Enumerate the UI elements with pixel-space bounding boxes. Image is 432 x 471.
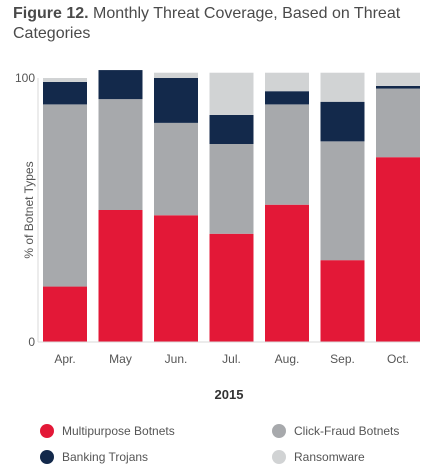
x-tick-label: Sep. [330, 352, 355, 366]
bar-segment [98, 99, 143, 210]
bar-segment [209, 114, 254, 144]
bar-segment [209, 72, 254, 115]
bar-segment [209, 233, 254, 342]
legend-swatch-banking-trojans [40, 450, 54, 464]
bar-segment [376, 157, 420, 342]
bar-segment [154, 122, 198, 216]
bar-segment [98, 70, 143, 100]
bar-segment [265, 91, 309, 105]
bar-segment [376, 85, 420, 89]
bar-segment [320, 101, 365, 142]
bar-segment [376, 88, 420, 158]
x-tick-label: Jul. [222, 352, 241, 366]
legend-swatch-click-fraud [272, 424, 286, 438]
y-axis-label: % of Botnet Types [22, 161, 36, 258]
legend-label-ransomware: Ransomware [294, 450, 365, 464]
bar-segment [320, 72, 365, 102]
bar-segment [43, 81, 87, 105]
legend-item-banking-trojans: Banking Trojans [40, 450, 148, 464]
legend-label-banking-trojans: Banking Trojans [62, 450, 149, 464]
legend-swatch-multipurpose [40, 424, 54, 438]
bar-segment [320, 260, 365, 342]
x-axis-label: 2015 [215, 387, 244, 402]
y-ticks-group: 0 100 [15, 71, 35, 349]
y-tick-label: 0 [28, 335, 35, 349]
bar-segment [98, 210, 143, 342]
bar-segment [209, 144, 254, 234]
bar-segment [154, 78, 198, 123]
bars-group [43, 70, 420, 342]
x-tick-label: Apr. [54, 352, 75, 366]
legend-item-ransomware: Ransomware [272, 450, 365, 464]
bar-segment [43, 78, 87, 82]
chart-title: Figure 12. Monthly Threat Coverage, Base… [13, 4, 413, 44]
legend-label-multipurpose: Multipurpose Botnets [62, 424, 175, 438]
bar-segment [265, 104, 309, 205]
legend-label-click-fraud: Click-Fraud Botnets [294, 424, 400, 438]
legend-swatch-ransomware [272, 450, 286, 464]
legend-item-multipurpose: Multipurpose Botnets [40, 424, 175, 438]
x-ticks-group: Apr. May Jun. Jul. Aug. Sep. Oct. [54, 352, 409, 366]
bar-segment [43, 286, 87, 342]
x-tick-label: Jun. [165, 352, 188, 366]
bar-segment [376, 72, 420, 86]
x-tick-label: Oct. [387, 352, 409, 366]
bar-segment [154, 72, 198, 78]
legend-item-click-fraud: Click-Fraud Botnets [272, 424, 399, 438]
bar-segment [320, 141, 365, 261]
figure-title-text: Monthly Threat Coverage, Based on Threat… [13, 5, 401, 42]
figure-label: Figure 12. [13, 5, 89, 22]
bar-segment [265, 72, 309, 92]
bar-segment [43, 104, 87, 287]
x-tick-label: Aug. [275, 352, 300, 366]
x-tick-label: May [109, 352, 132, 366]
bar-segment [265, 204, 309, 342]
bar-segment [154, 215, 198, 342]
y-tick-label: 100 [15, 71, 35, 85]
